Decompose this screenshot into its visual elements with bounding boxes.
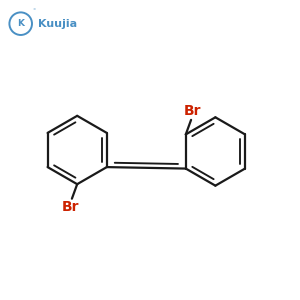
Text: °: ° (33, 8, 36, 14)
Text: Kuujia: Kuujia (38, 19, 77, 29)
Text: Br: Br (62, 200, 79, 214)
Text: K: K (17, 19, 24, 28)
Text: Br: Br (184, 104, 201, 118)
